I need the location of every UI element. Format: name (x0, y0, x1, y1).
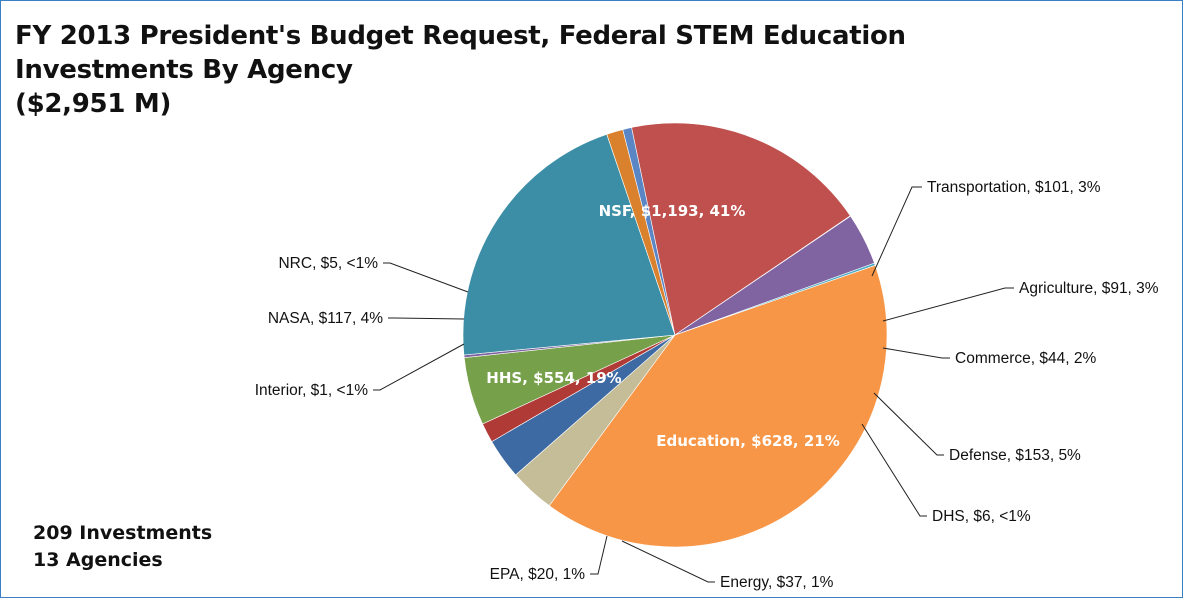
chart-title-line-2: Investments By Agency (15, 55, 353, 85)
slice-label-dhs: DHS, $6, <1% (932, 508, 1031, 525)
leader-line-nrc (383, 262, 469, 293)
slice-label-nrc: NRC, $5, <1% (278, 255, 378, 272)
slice-label-hhs: HHS, $554, 19% (486, 369, 621, 387)
leader-line-interior (373, 343, 465, 391)
slice-label-transportation: Transportation, $101, 3% (927, 179, 1101, 196)
leader-line-defense (873, 392, 944, 456)
agencies-count: 13 Agencies (33, 549, 163, 571)
pie-slice-hhs (631, 122, 851, 336)
investments-count: 209 Investments (33, 522, 213, 544)
chart-title-line-1: FY 2013 President's Budget Request, Fede… (15, 21, 906, 51)
slice-label-nsf: NSF, $1,193, 41% (599, 202, 746, 220)
slice-label-nasa: NASA, $117, 4% (268, 310, 383, 327)
leader-line-agriculture (882, 287, 1014, 322)
pie-slice-education (462, 133, 676, 356)
slice-label-agriculture: Agriculture, $91, 3% (1019, 280, 1159, 297)
leader-line-dhs (861, 423, 927, 517)
slice-label-education: Education, $628, 21% (656, 432, 839, 450)
slice-label-defense: Defense, $153, 5% (949, 447, 1081, 464)
slice-label-energy: Energy, $37, 1% (720, 574, 834, 591)
leader-line-nasa (388, 317, 465, 320)
summary-stats: 209 Investments 13 Agencies (33, 520, 212, 574)
leader-line-commerce (882, 347, 950, 359)
chart-title: FY 2013 President's Budget Request, Fede… (15, 19, 906, 121)
slice-label-interior: Interior, $1, <1% (255, 382, 369, 399)
slice-label-epa: EPA, $20, 1% (490, 566, 586, 583)
pie-slice-nrc (674, 262, 876, 336)
chart-title-line-3: ($2,951 M) (15, 89, 172, 119)
pie-slice-nsf (548, 264, 888, 548)
slice-label-commerce: Commerce, $44, 2% (955, 350, 1096, 367)
leader-line-energy (621, 540, 715, 583)
leader-line-epa (590, 535, 608, 575)
leader-line-transportation (871, 186, 922, 277)
